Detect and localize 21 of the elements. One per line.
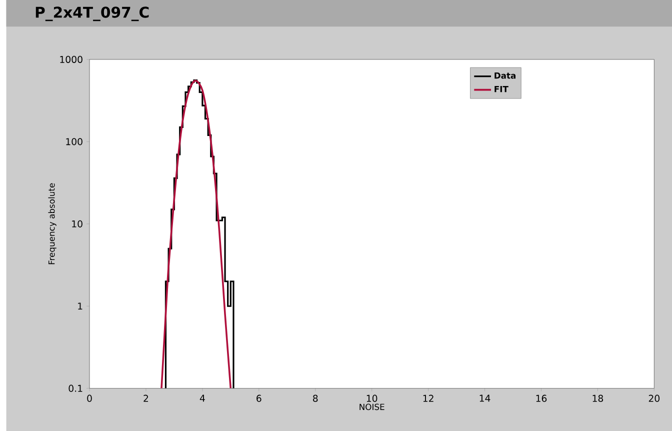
x-tick-label: 10 (366, 394, 378, 402)
x-tick-label: 16 (536, 394, 547, 402)
x-tick-label: 0 (87, 394, 92, 402)
x-axis-title: NOISE (360, 404, 384, 410)
x-tick-label: 14 (480, 394, 490, 402)
x-tick-label: 8 (313, 394, 318, 402)
x-tick-label: 6 (256, 394, 262, 402)
x-tick-label: 2 (144, 394, 148, 402)
y-tick-label: 100 (66, 138, 82, 146)
y-tick-label: 0.1 (68, 384, 82, 392)
x-tick-label: 20 (648, 394, 660, 402)
chart-title: P_2x4T_097_C (36, 6, 149, 22)
legend-label: Data (494, 72, 516, 79)
y-tick-label: 1 (78, 302, 82, 310)
x-tick-label: 4 (200, 394, 205, 402)
x-tick-label: 12 (423, 394, 434, 402)
y-tick-label: 1000 (60, 56, 82, 64)
y-axis-title: Frequency absolute (48, 183, 56, 264)
y-tick-label: 10 (72, 220, 82, 228)
legend-label: FIT (494, 86, 508, 92)
x-tick-label: 18 (592, 394, 604, 402)
